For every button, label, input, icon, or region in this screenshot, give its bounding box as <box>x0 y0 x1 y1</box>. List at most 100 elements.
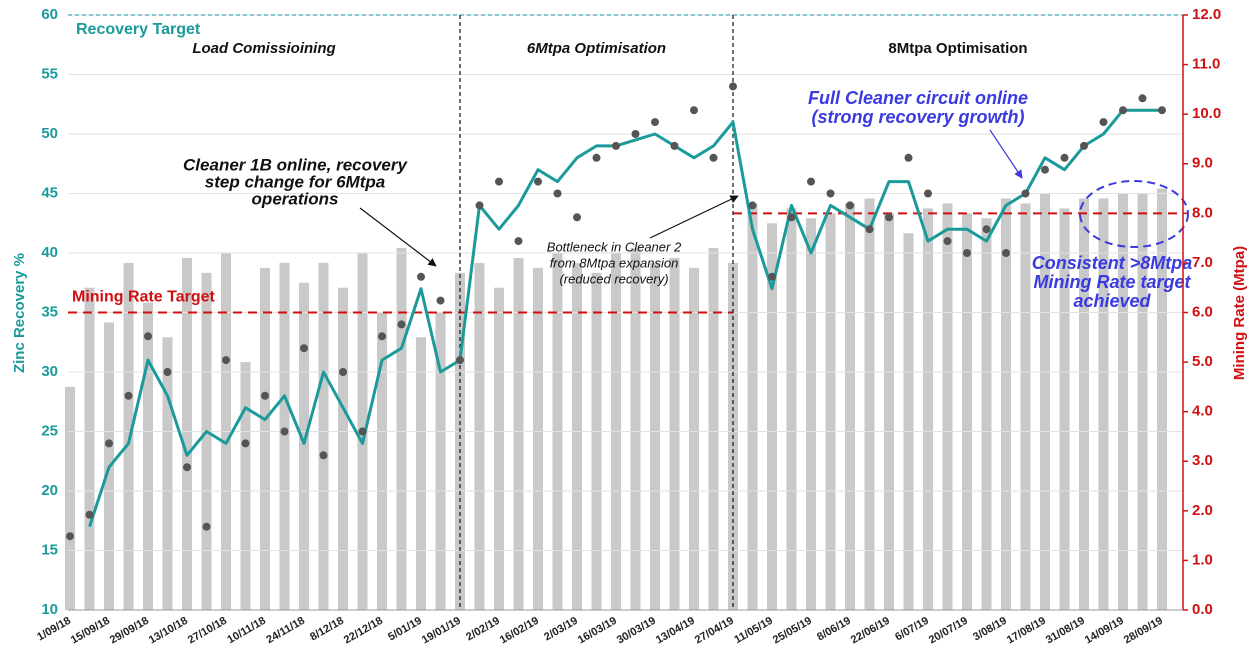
dot <box>1002 249 1010 257</box>
dot <box>222 356 230 365</box>
y2-tick-label: 12.0 <box>1192 6 1221 23</box>
x-tick-label: 2/02/19 <box>464 615 502 644</box>
x-tick-label: 13/10/18 <box>147 615 190 647</box>
x-tick-label: 6/07/19 <box>893 615 931 644</box>
y-tick-label: 10 <box>41 601 58 618</box>
dot <box>924 189 932 198</box>
dot <box>709 153 718 162</box>
annotation: Cleaner 1B online, recovery <box>183 155 408 174</box>
bar <box>533 267 543 610</box>
x-tick-label: 8/12/18 <box>308 615 346 644</box>
bar <box>845 203 855 610</box>
x-tick-label: 17/08/19 <box>1005 615 1048 647</box>
dot <box>865 225 874 234</box>
y-tick-label: 60 <box>41 6 58 23</box>
x-tick-label: 11/05/19 <box>732 615 775 647</box>
bar <box>240 362 251 610</box>
dot <box>475 201 484 210</box>
x-tick-label: 1/09/18 <box>35 615 73 644</box>
dot <box>631 130 640 138</box>
x-tick-label: 28/09/19 <box>1122 615 1165 647</box>
x-tick-label: 16/02/19 <box>498 615 541 647</box>
bar <box>825 213 836 611</box>
dot <box>66 532 74 541</box>
x-tick-label: 5/01/19 <box>386 615 424 644</box>
dot <box>1041 165 1049 174</box>
dot <box>592 153 601 162</box>
x-tick-label: 19/01/19 <box>420 615 463 647</box>
y-tick-label: 50 <box>41 125 58 142</box>
x-tick-label: 3/08/19 <box>971 615 1009 644</box>
bar <box>1118 193 1128 610</box>
bar <box>416 337 426 610</box>
y-tick-label: 55 <box>41 65 58 82</box>
bar <box>299 282 309 610</box>
y-tick-label: 35 <box>41 303 58 320</box>
bar <box>572 262 582 610</box>
dot <box>963 249 971 257</box>
bar <box>1001 198 1011 611</box>
dot <box>417 272 425 281</box>
x-tick-label: 22/06/19 <box>849 615 892 647</box>
trend-line <box>88 108 1162 528</box>
bar <box>123 262 134 610</box>
section-label: 8Mtpa Optimisation <box>888 40 1027 57</box>
bar <box>513 257 524 610</box>
bar <box>767 223 777 610</box>
dot <box>846 201 854 210</box>
bar <box>65 386 75 610</box>
x-tick-label: 25/05/19 <box>771 615 814 647</box>
bar <box>455 272 465 610</box>
dot <box>1099 118 1108 127</box>
annotation: operations <box>252 189 339 208</box>
annotation: Full Cleaner circuit online <box>808 88 1028 108</box>
dot <box>456 356 464 365</box>
bar <box>474 262 485 610</box>
bar <box>143 302 153 610</box>
y-tick-label: 20 <box>41 482 58 499</box>
y2-tick-label: 4.0 <box>1192 403 1213 420</box>
dot <box>397 320 406 329</box>
bar <box>1157 188 1167 610</box>
dot <box>573 213 581 222</box>
bar <box>279 262 290 610</box>
recovery-target-label: Recovery Target <box>76 21 201 38</box>
dot <box>553 189 562 198</box>
dot <box>670 141 679 150</box>
dot <box>826 189 835 198</box>
dot <box>378 332 386 341</box>
annotation: Bottleneck in Cleaner 2 <box>547 239 682 254</box>
bar <box>1137 193 1148 610</box>
bar <box>864 198 875 611</box>
bar <box>962 213 972 611</box>
bar <box>630 248 641 610</box>
bar <box>669 257 680 610</box>
dot <box>1119 106 1127 115</box>
y-tick-label: 25 <box>41 422 58 439</box>
annotation: from 8Mtpa expansion <box>550 255 679 270</box>
dot <box>300 344 308 353</box>
annotation: Consistent >8Mtpa <box>1032 253 1193 273</box>
dot <box>261 391 269 400</box>
dot <box>495 177 503 186</box>
bar <box>1020 203 1031 610</box>
bar <box>201 272 212 610</box>
bar <box>377 312 387 610</box>
dot <box>1060 153 1069 162</box>
dot <box>1021 189 1030 198</box>
arrow <box>649 195 739 239</box>
bar <box>1040 193 1050 610</box>
dot <box>748 201 757 210</box>
x-tick-label: 8/06/19 <box>815 615 853 644</box>
dot <box>319 451 328 460</box>
y2-tick-label: 6.0 <box>1192 303 1213 320</box>
arrow <box>989 129 1023 179</box>
dot <box>339 368 347 376</box>
bar <box>396 248 407 610</box>
dot <box>787 213 796 222</box>
dot <box>183 463 191 472</box>
y2-tick-label: 11.0 <box>1192 56 1220 73</box>
bar <box>981 218 992 610</box>
bar <box>591 272 602 610</box>
bar <box>494 287 504 610</box>
